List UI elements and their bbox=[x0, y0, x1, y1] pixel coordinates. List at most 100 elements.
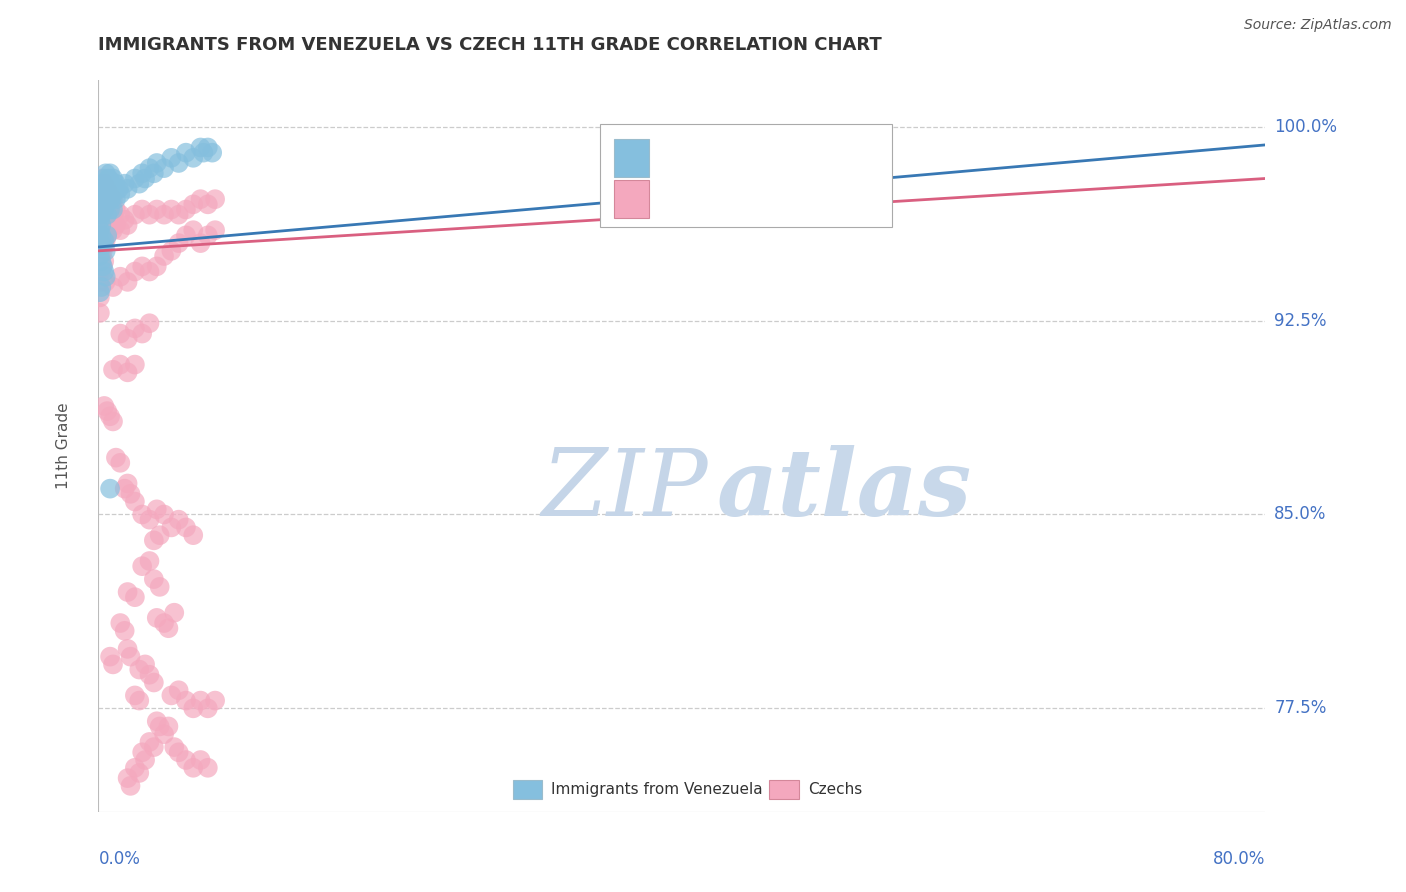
Text: N = 139: N = 139 bbox=[782, 190, 855, 208]
FancyBboxPatch shape bbox=[614, 180, 650, 218]
Point bbox=[167, 208, 190, 222]
Point bbox=[89, 192, 111, 206]
FancyBboxPatch shape bbox=[769, 780, 799, 798]
Point bbox=[101, 280, 124, 294]
Point bbox=[94, 186, 117, 201]
Point bbox=[101, 657, 124, 672]
Point bbox=[94, 182, 117, 196]
Point bbox=[142, 572, 165, 586]
Point bbox=[101, 208, 124, 222]
Point bbox=[149, 719, 172, 733]
Point bbox=[110, 615, 132, 630]
Point bbox=[96, 208, 118, 222]
Point bbox=[89, 234, 111, 248]
Point bbox=[108, 182, 131, 196]
Point bbox=[98, 202, 121, 217]
Point bbox=[90, 218, 112, 232]
Point bbox=[96, 192, 118, 206]
Point bbox=[90, 280, 112, 294]
Point bbox=[153, 161, 176, 176]
Point bbox=[124, 171, 146, 186]
Point bbox=[94, 244, 117, 258]
Point bbox=[124, 494, 146, 508]
Point bbox=[190, 753, 212, 767]
Point bbox=[96, 212, 118, 227]
Point bbox=[96, 228, 118, 243]
Point bbox=[110, 208, 132, 222]
Point bbox=[138, 208, 160, 222]
Point bbox=[124, 208, 146, 222]
Point bbox=[149, 580, 172, 594]
Point bbox=[128, 177, 150, 191]
Point bbox=[131, 260, 153, 274]
Point bbox=[91, 192, 114, 206]
Point bbox=[89, 264, 111, 278]
Point bbox=[90, 185, 112, 199]
Point bbox=[146, 156, 169, 170]
Point bbox=[134, 753, 156, 767]
Point bbox=[124, 264, 146, 278]
Point bbox=[91, 197, 114, 211]
Point bbox=[89, 212, 111, 227]
Point bbox=[204, 192, 226, 206]
Point bbox=[89, 290, 111, 304]
Point bbox=[89, 177, 111, 191]
Point bbox=[138, 554, 160, 568]
Text: ZIP: ZIP bbox=[541, 445, 709, 535]
Point bbox=[89, 228, 111, 243]
Point bbox=[134, 657, 156, 672]
Point bbox=[193, 145, 215, 160]
Point bbox=[94, 166, 117, 180]
Point bbox=[98, 182, 121, 196]
Text: 100.0%: 100.0% bbox=[1274, 118, 1337, 136]
Point bbox=[190, 693, 212, 707]
Point bbox=[167, 513, 190, 527]
Point bbox=[120, 487, 142, 501]
Point bbox=[98, 202, 121, 217]
Point bbox=[131, 166, 153, 180]
Point bbox=[157, 719, 180, 733]
Point bbox=[160, 151, 183, 165]
Point bbox=[190, 236, 212, 251]
Point bbox=[197, 761, 219, 775]
Point bbox=[94, 269, 117, 284]
Point bbox=[89, 306, 111, 320]
Point bbox=[93, 208, 115, 222]
Point bbox=[153, 615, 176, 630]
Point bbox=[89, 249, 111, 263]
Point bbox=[89, 238, 111, 252]
FancyBboxPatch shape bbox=[600, 124, 891, 227]
Point bbox=[117, 218, 139, 232]
Point bbox=[89, 192, 111, 206]
Point bbox=[93, 234, 115, 248]
Point bbox=[167, 745, 190, 759]
Point bbox=[146, 502, 169, 516]
Point bbox=[114, 624, 136, 638]
Point bbox=[93, 192, 115, 206]
Point bbox=[174, 228, 197, 243]
Point bbox=[89, 202, 111, 217]
Point bbox=[117, 476, 139, 491]
Point bbox=[142, 740, 165, 755]
Point bbox=[120, 779, 142, 793]
Point bbox=[97, 186, 120, 201]
Point bbox=[138, 735, 160, 749]
Point bbox=[153, 208, 176, 222]
Point bbox=[142, 675, 165, 690]
Point bbox=[131, 326, 153, 341]
Point bbox=[97, 171, 120, 186]
Text: 80.0%: 80.0% bbox=[1213, 850, 1265, 869]
Point bbox=[98, 482, 121, 496]
Point bbox=[153, 508, 176, 522]
Point bbox=[190, 192, 212, 206]
Point bbox=[128, 766, 150, 780]
Point bbox=[197, 701, 219, 715]
Point bbox=[110, 186, 132, 201]
Point bbox=[93, 177, 115, 191]
Point bbox=[101, 414, 124, 428]
Point bbox=[124, 358, 146, 372]
Point bbox=[138, 316, 160, 330]
Point bbox=[101, 186, 124, 201]
Point bbox=[93, 264, 115, 278]
Point bbox=[94, 275, 117, 289]
